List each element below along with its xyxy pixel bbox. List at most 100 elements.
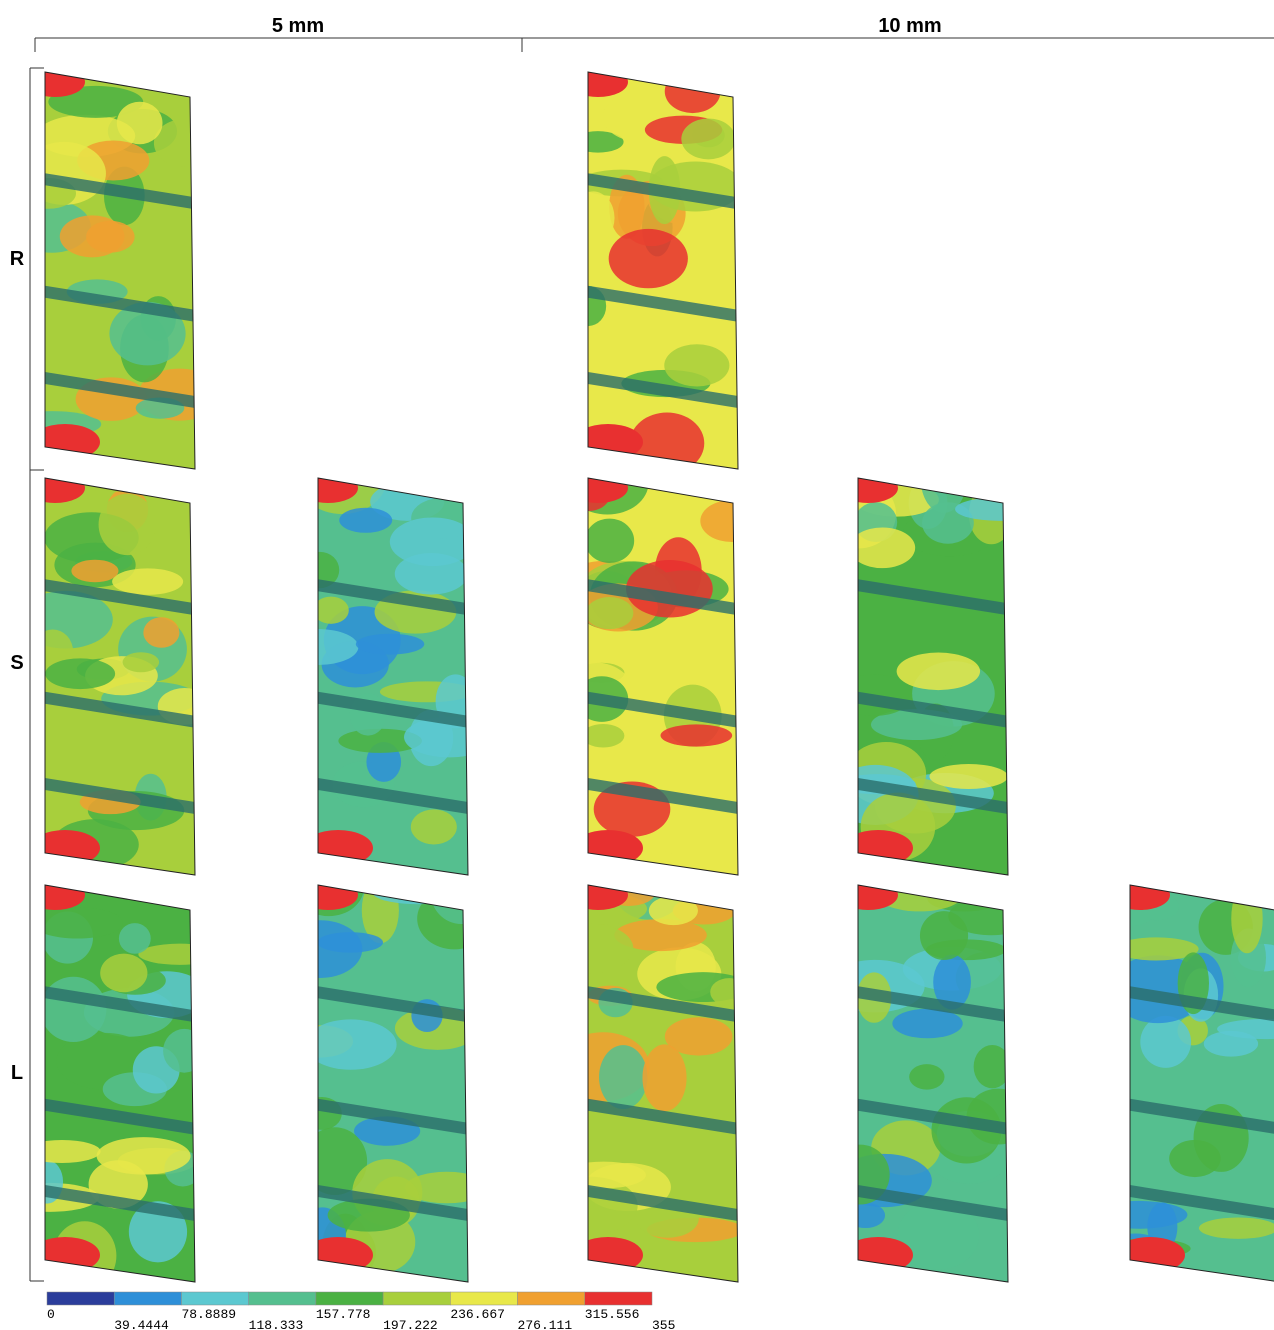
contour-blob: [599, 1045, 647, 1109]
contour-blob: [897, 653, 980, 691]
contour-panel: [278, 858, 492, 1290]
contour-blob: [86, 221, 134, 253]
hot-spot: [838, 880, 898, 910]
figure: 5 mm 10 mm R S L 039.444478.8889118.3331…: [0, 0, 1274, 1330]
hot-spot: [573, 424, 643, 460]
contour-panel: [553, 451, 764, 883]
contour-blob: [143, 617, 179, 648]
legend-label: 78.8889: [181, 1307, 236, 1322]
contour-blob: [123, 652, 160, 672]
contour-blob: [97, 1137, 191, 1174]
legend-label: 118.333: [249, 1318, 304, 1330]
hot-spot: [573, 1237, 643, 1273]
hot-spot: [30, 1237, 100, 1273]
contour-panels: [1, 67, 1274, 1290]
hot-spot: [25, 67, 85, 97]
hot-spot: [298, 880, 358, 910]
contour-panel: [278, 444, 495, 883]
contour-blob: [929, 764, 1007, 789]
contour-panel: [1090, 866, 1274, 1290]
legend-label: 236.667: [450, 1307, 505, 1322]
contour-blob: [117, 102, 163, 145]
color-legend: 0 39.4444 78.8889 118.333 157.778 197.222 236.…: [47, 1292, 675, 1330]
contour-blob: [75, 467, 148, 492]
contour-blob: [305, 1019, 397, 1069]
hot-spot: [25, 473, 85, 503]
contour-blob: [100, 954, 147, 993]
contour-blob: [681, 118, 735, 159]
hot-spot: [1110, 880, 1170, 910]
hot-spot: [25, 880, 85, 910]
legend-swatch: [47, 1292, 114, 1305]
contour-blob: [1140, 1016, 1191, 1068]
contour-blob: [955, 497, 1043, 520]
hot-spot: [303, 830, 373, 866]
hot-spot: [30, 424, 100, 460]
contour-blob: [586, 597, 634, 629]
contour-blob: [609, 229, 688, 288]
contour-blob: [665, 70, 721, 113]
contour-blob: [163, 1029, 205, 1073]
contour-blob: [154, 119, 213, 167]
contour-blob: [71, 560, 118, 583]
hot-spot: [573, 830, 643, 866]
contour-blob: [661, 724, 733, 746]
contour-blob: [849, 527, 915, 568]
contour-blob: [545, 923, 633, 973]
contour-blob: [40, 977, 106, 1042]
contour-blob: [23, 1140, 100, 1163]
contour-blob: [710, 978, 748, 1006]
contour-panel: [1, 880, 221, 1290]
legend-label: 39.4444: [114, 1318, 169, 1330]
legend-label: 276.111: [518, 1318, 573, 1330]
contour-blob: [649, 896, 698, 925]
legend-swatch: [316, 1292, 383, 1305]
contour-blob: [562, 1162, 646, 1189]
hot-spot: [838, 473, 898, 503]
contour-blob: [585, 519, 634, 563]
legend-label: 355: [652, 1318, 675, 1330]
row-label: R: [10, 248, 25, 270]
hot-spot: [843, 1237, 913, 1273]
legend-label: 157.778: [316, 1307, 371, 1322]
contour-blob: [99, 494, 156, 555]
contour-panel: [544, 859, 750, 1290]
contour-blob: [920, 911, 968, 960]
contour-blob: [572, 191, 615, 244]
contour-blob: [656, 972, 750, 1002]
hot-spot: [568, 880, 628, 910]
hot-spot: [30, 830, 100, 866]
hot-spot: [568, 67, 628, 97]
legend-label: 0: [47, 1307, 55, 1322]
contour-blob: [119, 923, 151, 954]
contour-blob: [138, 944, 221, 965]
contour-blob: [339, 508, 392, 533]
contour-blob: [642, 1044, 686, 1111]
row-label: S: [10, 652, 23, 674]
contour-blob: [1199, 1217, 1274, 1238]
contour-panel: [563, 67, 750, 477]
contour-blob: [1231, 884, 1262, 953]
legend-label: 315.556: [585, 1307, 640, 1322]
legend-swatch: [181, 1292, 248, 1305]
legend-swatch: [518, 1292, 585, 1305]
legend-label: 197.222: [383, 1318, 438, 1330]
hot-spot: [568, 473, 628, 503]
row-label: L: [11, 1062, 23, 1084]
contour-blob: [356, 634, 424, 655]
column-label: 5 mm: [272, 15, 324, 37]
contour-blob: [112, 568, 183, 595]
contour-panel: [3, 67, 220, 477]
contour-blob: [700, 500, 763, 542]
hot-spot: [303, 1237, 373, 1273]
legend-swatch: [114, 1292, 181, 1305]
legend-swatch: [383, 1292, 450, 1305]
contour-panel: [821, 446, 1042, 883]
hot-spot: [298, 473, 358, 503]
contour-blob: [390, 517, 476, 566]
contour-blob: [921, 446, 967, 513]
contour-blob: [45, 658, 115, 689]
contour-blob: [32, 907, 123, 938]
legend-swatch: [450, 1292, 517, 1305]
contour-blob: [362, 877, 399, 943]
